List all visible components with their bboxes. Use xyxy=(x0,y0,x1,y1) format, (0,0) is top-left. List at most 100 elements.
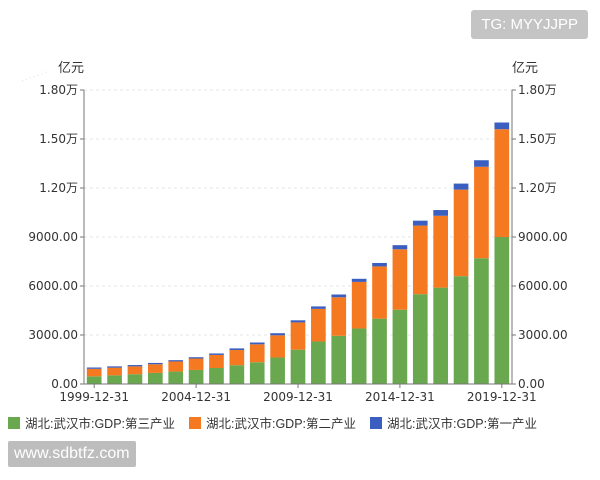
y-tick-label-left: 9000.00 xyxy=(28,230,78,244)
bar-segment-s0-2001-12-31[interactable] xyxy=(127,374,143,384)
x-tick-label: 2004-12-31 xyxy=(161,390,231,404)
bar-segment-s1-2016-12-31[interactable] xyxy=(433,215,448,288)
bar-segment-s2-2001-12-31[interactable] xyxy=(127,365,143,367)
left-unit-label: 亿元 xyxy=(58,61,84,76)
y-tick-label-left: 3000.00 xyxy=(28,328,78,342)
bar-segment-s2-2009-12-31[interactable] xyxy=(290,320,306,323)
bar-segment-s2-2012-12-31[interactable] xyxy=(351,278,367,282)
legend-item-primary[interactable]: 湖北:武汉市:GDP:第一产业 xyxy=(370,413,537,432)
bar-segment-s2-2013-12-31[interactable] xyxy=(372,262,387,267)
bar-segment-s1-2009-12-31[interactable] xyxy=(290,322,306,350)
bar-segment-s1-2012-12-31[interactable] xyxy=(351,281,367,329)
bar-segment-s1-2007-12-31[interactable] xyxy=(249,344,265,363)
bar-segment-s2-2014-12-31[interactable] xyxy=(392,245,408,250)
bar-segment-s2-2015-12-31[interactable] xyxy=(412,220,428,226)
legend-swatch-tertiary xyxy=(8,416,20,429)
bar-segment-s1-2008-12-31[interactable] xyxy=(270,335,285,358)
bar-segment-s1-2013-12-31[interactable] xyxy=(372,266,387,319)
bar-segment-s2-2010-12-31[interactable] xyxy=(311,306,326,309)
bar-segment-s0-2017-12-31[interactable] xyxy=(453,276,469,384)
bar-segment-s0-2008-12-31[interactable] xyxy=(270,357,285,384)
y-tick-label-right: 0.00 xyxy=(518,377,545,391)
y-tick-label-left: 1.50万 xyxy=(39,132,78,146)
bar-segment-s2-2016-12-31[interactable] xyxy=(433,210,448,216)
tg-badge: TG: MYYJJPP xyxy=(471,10,588,39)
legend-label-primary: 湖北:武汉市:GDP:第一产业 xyxy=(387,417,538,431)
y-tick-label-left: 6000.00 xyxy=(28,279,78,293)
bar-segment-s2-1999-12-31[interactable] xyxy=(86,367,102,369)
bar-segment-s0-2012-12-31[interactable] xyxy=(351,328,367,384)
bar-segment-s1-2017-12-31[interactable] xyxy=(453,189,469,277)
bar-segment-s2-2017-12-31[interactable] xyxy=(453,183,469,190)
x-tick-label: 2009-12-31 xyxy=(263,390,333,404)
y-tick-label-right: 1.20万 xyxy=(518,181,557,195)
legend: 湖北:武汉市:GDP:第三产业 湖北:武汉市:GDP:第二产业 湖北:武汉市:G… xyxy=(8,413,598,432)
bar-segment-s0-2016-12-31[interactable] xyxy=(433,287,448,384)
legend-swatch-secondary xyxy=(189,416,202,429)
bar-segment-s0-2018-12-31[interactable] xyxy=(474,258,489,384)
bar-segment-s0-2010-12-31[interactable] xyxy=(311,341,326,384)
bar-segment-s0-2015-12-31[interactable] xyxy=(412,294,428,384)
bar-segment-s1-2018-12-31[interactable] xyxy=(474,166,489,259)
tick-labels: 0.00 0.00 3000.00 3000.00 6000.00 6000.00 9000… xyxy=(28,83,567,404)
legend-label-secondary: 湖北:武汉市:GDP:第二产业 xyxy=(206,417,357,431)
bar-segment-s2-2007-12-31[interactable] xyxy=(249,342,265,345)
bar-segment-s0-2002-12-31[interactable] xyxy=(148,372,163,384)
bar-segment-s2-2018-12-31[interactable] xyxy=(474,160,489,167)
bar-segment-s0-2014-12-31[interactable] xyxy=(392,309,408,384)
bar-layer xyxy=(86,122,510,384)
y-tick-label-left: 1.20万 xyxy=(39,181,78,195)
bar-segment-s0-2011-12-31[interactable] xyxy=(331,335,347,384)
site-url-badge: www.sdbtfz.com xyxy=(8,441,136,467)
stacked-bar-chart: 亿元 亿元 0.00 0.00 3000.00 3000.00 6000.00 6000.… xyxy=(28,61,567,404)
bar-segment-s0-1999-12-31[interactable] xyxy=(86,376,102,384)
bar-segment-s2-2011-12-31[interactable] xyxy=(331,294,347,298)
y-tick-label-right: 6000.00 xyxy=(518,279,568,293)
bar-segment-s0-2009-12-31[interactable] xyxy=(290,349,306,384)
bar-segment-s0-2004-12-31[interactable] xyxy=(188,369,204,384)
x-tick-label: 2014-12-31 xyxy=(365,390,435,404)
bar-segment-s1-2001-12-31[interactable] xyxy=(127,366,143,375)
x-tick-label: 1999-12-31 xyxy=(59,390,129,404)
y-tick-label-right: 9000.00 xyxy=(518,230,568,244)
bar-segment-s0-2006-12-31[interactable] xyxy=(229,365,245,384)
y-tick-label-right: 1.80万 xyxy=(518,83,557,97)
bar-segment-s0-2000-12-31[interactable] xyxy=(107,375,122,384)
bar-segment-s2-2003-12-31[interactable] xyxy=(168,360,184,362)
bar-segment-s1-2014-12-31[interactable] xyxy=(392,249,408,310)
legend-item-secondary[interactable]: 湖北:武汉市:GDP:第二产业 xyxy=(189,413,356,432)
bar-segment-s1-2000-12-31[interactable] xyxy=(107,367,122,376)
y-tick-label-right: 3000.00 xyxy=(518,328,568,342)
bar-segment-s2-2004-12-31[interactable] xyxy=(188,357,204,359)
bar-segment-s1-2004-12-31[interactable] xyxy=(188,358,204,370)
bar-segment-s1-2015-12-31[interactable] xyxy=(412,225,428,295)
y-tick-label-left: 0.00 xyxy=(51,377,78,391)
axes: 亿元 亿元 xyxy=(58,61,538,385)
bar-segment-s1-2002-12-31[interactable] xyxy=(148,364,163,373)
bar-segment-s2-2006-12-31[interactable] xyxy=(229,348,245,351)
bar-segment-s0-2003-12-31[interactable] xyxy=(168,371,184,384)
bar-segment-s1-2019-12-31[interactable] xyxy=(494,129,510,237)
bar-segment-s2-2002-12-31[interactable] xyxy=(148,362,163,365)
y-tick-label-right: 1.50万 xyxy=(518,132,557,146)
bar-segment-s0-2005-12-31[interactable] xyxy=(209,367,224,384)
bar-segment-s1-1999-12-31[interactable] xyxy=(86,368,102,377)
y-tick-label-left: 1.80万 xyxy=(39,83,78,97)
bar-segment-s1-2010-12-31[interactable] xyxy=(311,308,326,342)
bar-segment-s2-2019-12-31[interactable] xyxy=(494,122,510,130)
legend-item-tertiary[interactable]: 湖北:武汉市:GDP:第三产业 xyxy=(8,413,175,432)
bar-segment-s1-2011-12-31[interactable] xyxy=(331,297,347,336)
right-unit-label: 亿元 xyxy=(512,61,538,76)
bar-segment-s2-2000-12-31[interactable] xyxy=(107,366,122,368)
legend-label-tertiary: 湖北:武汉市:GDP:第三产业 xyxy=(25,417,176,431)
legend-swatch-primary xyxy=(370,416,383,429)
bar-segment-s0-2007-12-31[interactable] xyxy=(249,362,265,384)
bar-segment-s1-2005-12-31[interactable] xyxy=(209,354,224,368)
bar-segment-s1-2003-12-31[interactable] xyxy=(168,361,184,372)
bar-segment-s2-2005-12-31[interactable] xyxy=(209,353,224,355)
bar-segment-s1-2006-12-31[interactable] xyxy=(229,350,245,366)
bar-segment-s0-2019-12-31[interactable] xyxy=(494,237,510,384)
bar-segment-s0-2013-12-31[interactable] xyxy=(372,318,387,384)
bar-segment-s2-2008-12-31[interactable] xyxy=(270,333,285,336)
x-tick-label: 2019-12-31 xyxy=(467,390,537,404)
